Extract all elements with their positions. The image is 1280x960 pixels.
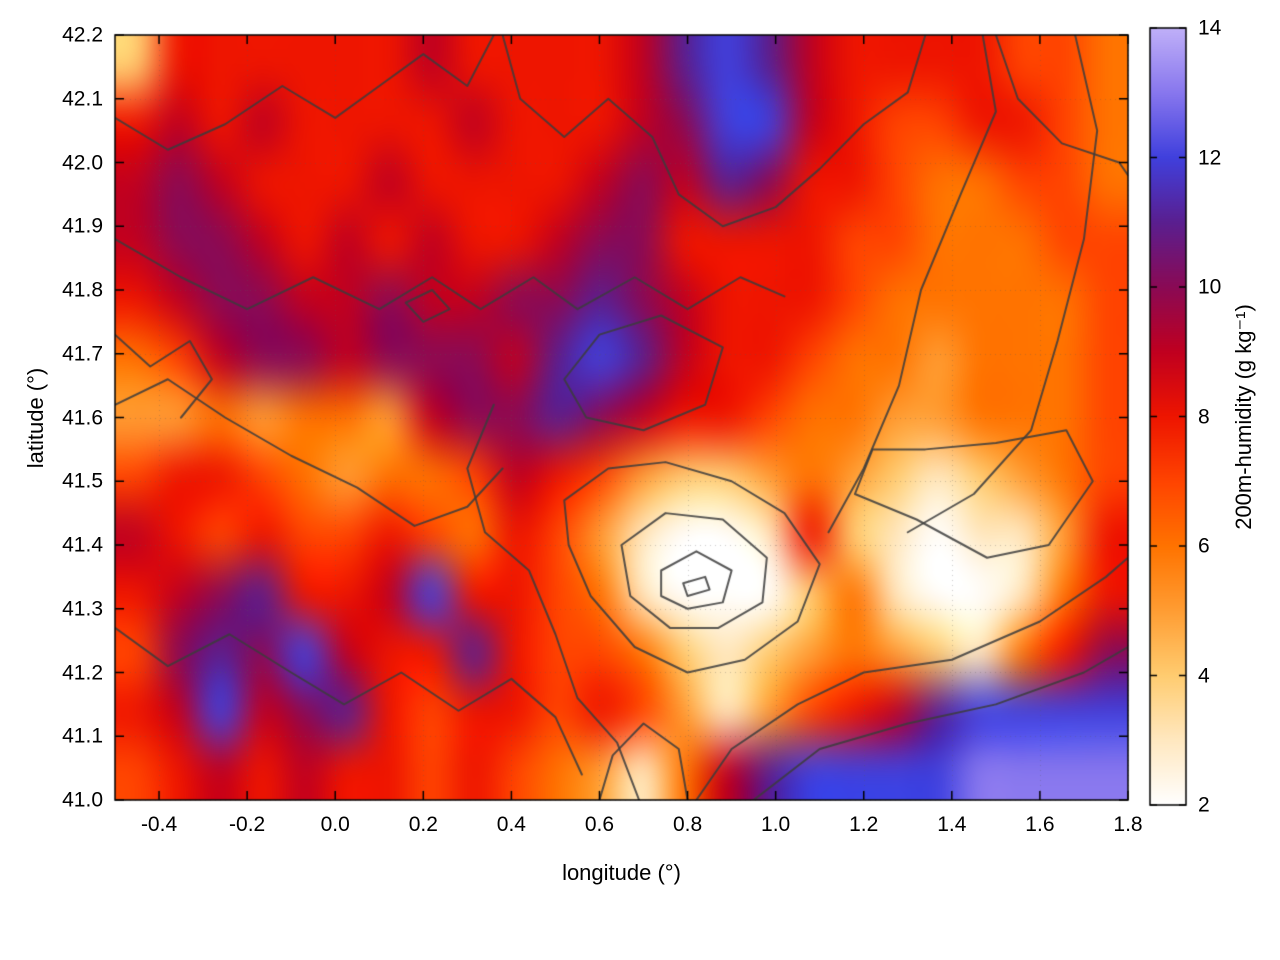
colorbar-axis-label: 200m-humidity (g kg⁻¹) [1231, 303, 1256, 530]
x-tick-label: 0.4 [496, 813, 526, 836]
colorbar-tick-label: 4 [1198, 664, 1210, 687]
y-tick-label: 41.7 [62, 342, 103, 366]
x-tick-label: 0.8 [672, 813, 703, 836]
y-tick-label: 41.6 [62, 406, 103, 429]
y-tick-label: 41.0 [62, 788, 103, 812]
y-tick-label: 41.3 [62, 597, 103, 621]
x-tick-label: 0.0 [320, 813, 350, 836]
x-tick-label: -0.4 [140, 813, 178, 836]
colorbar-tick-label: 2 [1198, 793, 1210, 817]
x-tick-label: -0.2 [229, 813, 266, 836]
y-tick-label: 41.5 [62, 469, 103, 493]
colorbar-tick-label: 14 [1198, 16, 1222, 40]
y-tick-label: 41.8 [62, 278, 103, 302]
y-tick-label: 41.9 [62, 214, 103, 238]
y-axis-label: latitude (°) [23, 367, 48, 468]
colorbar-tick-label: 6 [1198, 534, 1210, 558]
x-axis-label: longitude (°) [562, 860, 681, 885]
y-tick-label: 41.2 [62, 661, 103, 684]
x-tick-label: 0.6 [584, 813, 615, 836]
y-tick-label: 42.1 [62, 87, 103, 111]
y-tick-label: 41.4 [62, 533, 103, 557]
y-tick-label: 42.0 [62, 151, 103, 174]
x-tick-label: 0.2 [408, 813, 438, 836]
x-tick-label: 1.2 [849, 813, 879, 836]
y-tick-label: 41.1 [62, 724, 103, 748]
x-tick-label: 1.4 [937, 813, 967, 836]
x-tick-label: 1.0 [761, 813, 791, 836]
x-tick-label: 1.8 [1113, 813, 1143, 836]
colorbar-tick-label: 10 [1198, 275, 1222, 299]
colorbar-tick-label: 12 [1198, 146, 1222, 169]
x-tick-label: 1.6 [1025, 813, 1055, 836]
colorbar-tick-label: 8 [1198, 405, 1210, 428]
y-tick-label: 42.2 [62, 23, 103, 47]
